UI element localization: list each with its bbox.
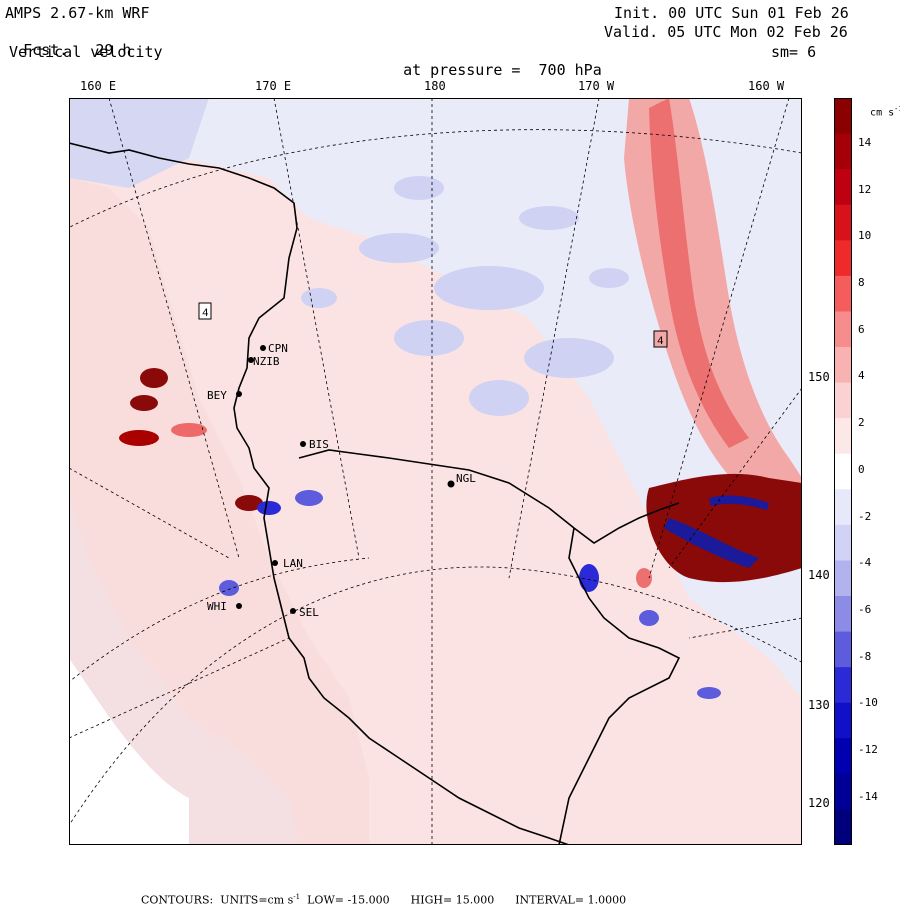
colorbar-segment (834, 702, 852, 739)
forecast-label: Fcst. (23, 41, 69, 59)
colorbar-units-exp: -1 (894, 105, 900, 113)
colorbar-segment (834, 773, 852, 810)
colorbar-tick-label: 12 (858, 182, 872, 196)
vertical-velocity-map: 4 4 (69, 98, 802, 845)
lon-label-170w: 170 W (578, 79, 615, 93)
coastline-east (558, 527, 681, 845)
max-box-1-label: 4 (202, 308, 209, 320)
smoothing-label: sm= 6 (771, 43, 817, 61)
station-ngl: NGL (456, 472, 476, 485)
colorbar-segment (834, 240, 852, 277)
strong-updraft (646, 473, 802, 583)
station-bis: BIS (309, 438, 329, 451)
colorbar-segment (834, 275, 852, 312)
field-name: Vertical velocity (9, 43, 163, 61)
colorbar-tick-label: 8 (858, 276, 865, 290)
colorbar-segment (834, 453, 852, 490)
colorbar-segment (834, 596, 852, 633)
interval-value: INTERVAL= 1.0000 (515, 893, 627, 907)
max-box-2 (653, 330, 668, 348)
colorbar-segment (834, 169, 852, 206)
station-nzib: NZIB (253, 355, 280, 368)
colorbar-segment (834, 738, 852, 775)
init-time: Init. 00 UTC Sun 01 Feb 26 (614, 4, 849, 22)
low-value: LOW= -15.000 (307, 893, 390, 907)
level-label: at pressure = (403, 61, 521, 79)
contours-label: CONTOURS: (141, 893, 214, 907)
strong-downdraft-2 (709, 495, 769, 510)
colorbar-tick-label: 4 (858, 369, 865, 383)
colorbar-tick-label: 2 (858, 416, 865, 430)
colorbar-units: cm s-1 (858, 94, 900, 118)
colorbar-segment (834, 418, 852, 455)
colorbar-segment (834, 524, 852, 561)
station-dots (236, 345, 455, 614)
lon-label-170e: 170 E (255, 79, 292, 93)
station-lan: LAN (283, 557, 303, 570)
station-whi: WHI (207, 600, 227, 613)
colorbar (834, 98, 852, 845)
graticule (69, 98, 802, 845)
colorbar-segment (834, 347, 852, 384)
level-value: 700 hPa (538, 61, 602, 79)
colorbar-tick-label: 0 (858, 462, 865, 476)
colorbar-segment (834, 382, 852, 419)
station-cpn: CPN (268, 342, 288, 355)
max-box-2-label: 4 (657, 336, 664, 348)
colorbar-tick-label: 6 (858, 322, 865, 336)
colorbar-tick-label: -4 (858, 556, 872, 570)
station-bey: BEY (207, 389, 227, 402)
colorbar-segment (834, 631, 852, 668)
ice-shelf-front (298, 449, 680, 544)
colorbar-segment (834, 667, 852, 704)
colorbar-segment (834, 489, 852, 526)
colorbar-tick-label: -6 (858, 602, 872, 616)
colorbar-tick-label: -10 (858, 696, 878, 710)
colorbar-segment (834, 809, 852, 845)
units-label: UNITS=cm s (220, 893, 294, 907)
colorbar-units-text: cm s (870, 107, 895, 119)
colorbar-tick-label: 10 (858, 229, 872, 243)
max-box-1 (198, 302, 212, 320)
mountain-field (69, 178, 369, 845)
valid-time: Valid. 05 UTC Mon 02 Feb 26 (604, 23, 848, 41)
colorbar-segment (834, 98, 852, 135)
colorbar-tick-label: -14 (858, 789, 878, 803)
wave-features-left (119, 368, 721, 699)
colorbar-frame (834, 98, 852, 845)
contour-info: CONTOURS: UNITS=cm s-1 LOW= -15.000 HIGH… (134, 880, 626, 907)
strong-downdraft (664, 518, 759, 568)
pressure-level: at pressure = 700 hPa (385, 43, 602, 79)
colorbar-tick-label: -12 (858, 742, 878, 756)
colorbar-tick-label: 14 (858, 136, 872, 150)
colorbar-segment (834, 204, 852, 241)
colorbar-tick-label: -8 (858, 649, 872, 663)
colorbar-segment (834, 133, 852, 170)
lon-label-160w: 160 W (748, 79, 785, 93)
forecast-hour: Fcst. 29 h (5, 23, 131, 59)
model-title: AMPS 2.67-km WRF (5, 4, 150, 22)
upward-plume-core (649, 98, 749, 448)
map-frame (69, 98, 802, 845)
colorbar-segment (834, 311, 852, 348)
lon-label-180: 180 (424, 79, 446, 93)
forecast-value: 29 h (95, 41, 132, 59)
units-exp: -1 (293, 893, 301, 901)
white-corner (69, 658, 189, 845)
coastline-west (69, 142, 570, 845)
colorbar-segment (834, 560, 852, 597)
colorbar-tick-label: -2 (858, 509, 872, 523)
lon-label-160e: 160 E (80, 79, 117, 93)
station-sel: SEL (299, 606, 319, 619)
sea-blue-upper (69, 98, 209, 188)
high-value: HIGH= 15.000 (410, 893, 495, 907)
